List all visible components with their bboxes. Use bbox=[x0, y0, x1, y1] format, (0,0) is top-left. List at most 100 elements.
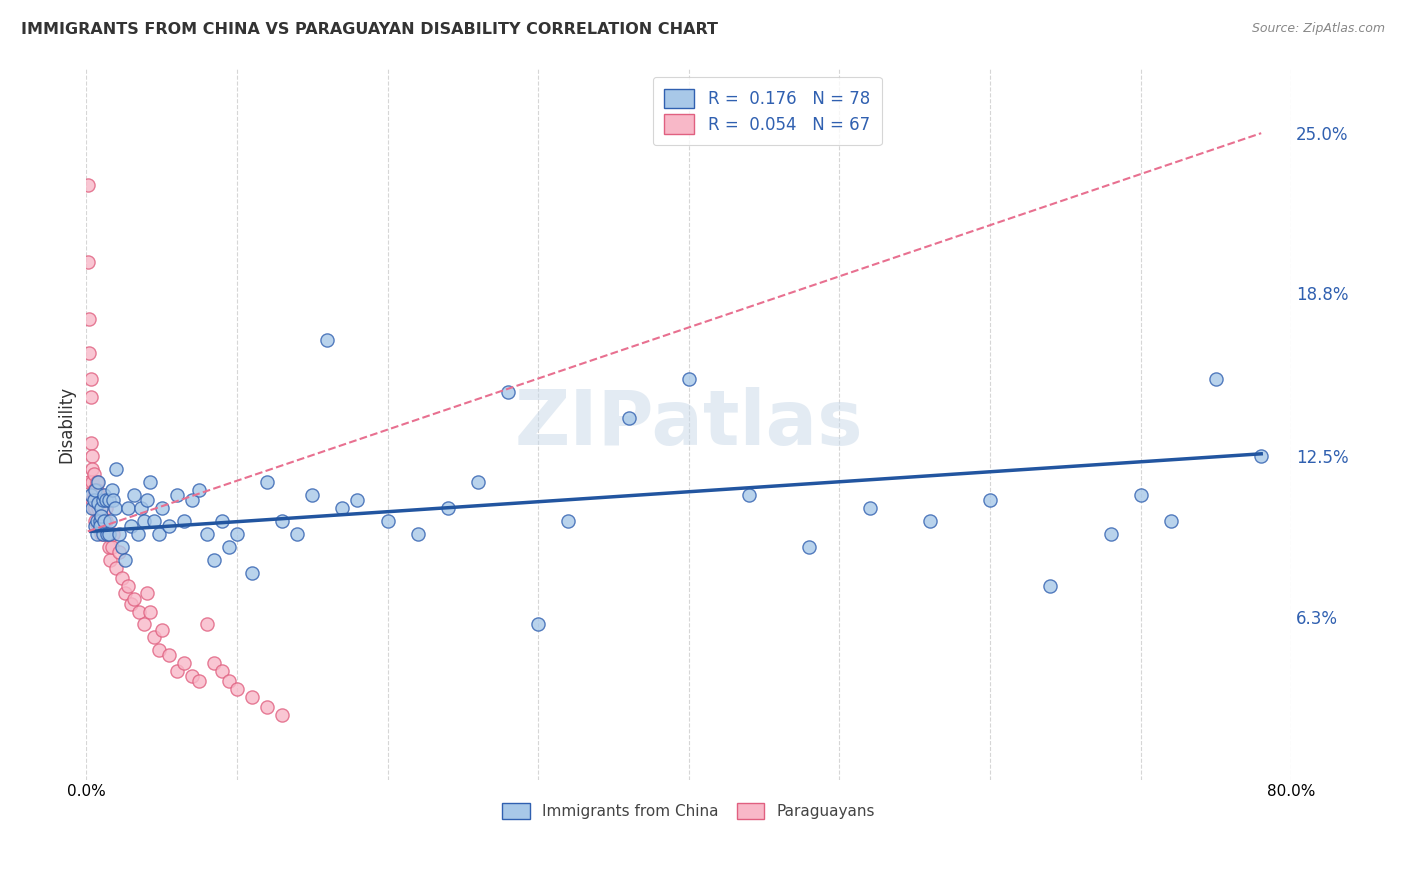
Point bbox=[166, 664, 188, 678]
Point bbox=[83, 501, 105, 516]
Point bbox=[84, 493, 107, 508]
Point bbox=[1160, 514, 1182, 528]
Point bbox=[83, 483, 105, 497]
Point bbox=[84, 519, 107, 533]
Point bbox=[173, 514, 195, 528]
Point bbox=[94, 501, 117, 516]
Point bbox=[93, 488, 115, 502]
Point bbox=[150, 501, 173, 516]
Point bbox=[166, 488, 188, 502]
Point bbox=[406, 527, 429, 541]
Point bbox=[87, 496, 110, 510]
Point bbox=[90, 508, 112, 523]
Point bbox=[87, 488, 110, 502]
Point bbox=[127, 527, 149, 541]
Point bbox=[240, 566, 263, 580]
Point bbox=[180, 493, 202, 508]
Point bbox=[90, 519, 112, 533]
Point bbox=[83, 467, 105, 482]
Point bbox=[557, 514, 579, 528]
Point bbox=[90, 527, 112, 541]
Point bbox=[87, 475, 110, 490]
Point bbox=[90, 508, 112, 523]
Point bbox=[271, 708, 294, 723]
Point bbox=[84, 483, 107, 497]
Point bbox=[195, 527, 218, 541]
Point bbox=[76, 255, 98, 269]
Point bbox=[79, 475, 101, 490]
Point bbox=[1205, 372, 1227, 386]
Point bbox=[82, 475, 104, 490]
Text: Source: ZipAtlas.com: Source: ZipAtlas.com bbox=[1251, 22, 1385, 36]
Point bbox=[100, 514, 122, 528]
Text: ZIPatlas: ZIPatlas bbox=[515, 387, 863, 461]
Point bbox=[211, 514, 233, 528]
Point bbox=[143, 631, 166, 645]
Legend: Immigrants from China, Paraguayans: Immigrants from China, Paraguayans bbox=[496, 797, 882, 825]
Point bbox=[301, 488, 323, 502]
Point bbox=[103, 493, 125, 508]
Point bbox=[211, 664, 233, 678]
Point bbox=[83, 488, 105, 502]
Point bbox=[96, 527, 118, 541]
Point bbox=[148, 643, 170, 657]
Point bbox=[377, 514, 399, 528]
Point bbox=[135, 493, 157, 508]
Point bbox=[90, 501, 112, 516]
Point bbox=[83, 493, 105, 508]
Point bbox=[97, 540, 120, 554]
Point bbox=[129, 501, 152, 516]
Point bbox=[256, 475, 278, 490]
Point bbox=[111, 540, 134, 554]
Point bbox=[180, 669, 202, 683]
Point bbox=[285, 527, 308, 541]
Point bbox=[527, 617, 550, 632]
Point bbox=[218, 674, 240, 689]
Point bbox=[1129, 488, 1152, 502]
Point bbox=[202, 657, 225, 671]
Point bbox=[316, 333, 339, 347]
Point bbox=[188, 483, 211, 497]
Point bbox=[188, 674, 211, 689]
Point bbox=[96, 527, 118, 541]
Point bbox=[93, 514, 115, 528]
Point bbox=[157, 648, 180, 663]
Point bbox=[143, 514, 166, 528]
Point bbox=[132, 617, 155, 632]
Point bbox=[80, 390, 103, 404]
Point bbox=[87, 501, 110, 516]
Point bbox=[94, 514, 117, 528]
Y-axis label: Disability: Disability bbox=[58, 385, 75, 463]
Point bbox=[114, 553, 136, 567]
Point bbox=[100, 553, 122, 567]
Point bbox=[89, 514, 111, 528]
Point bbox=[89, 514, 111, 528]
Point bbox=[121, 519, 143, 533]
Point bbox=[114, 586, 136, 600]
Point bbox=[195, 617, 218, 632]
Point bbox=[91, 493, 114, 508]
Point bbox=[105, 560, 128, 574]
Point bbox=[858, 501, 880, 516]
Point bbox=[80, 372, 103, 386]
Point bbox=[80, 488, 103, 502]
Point bbox=[91, 527, 114, 541]
Point bbox=[121, 597, 143, 611]
Point bbox=[86, 514, 108, 528]
Point bbox=[218, 540, 240, 554]
Point bbox=[1250, 450, 1272, 464]
Point bbox=[799, 540, 821, 554]
Point bbox=[76, 178, 98, 192]
Point bbox=[91, 493, 114, 508]
Point bbox=[226, 682, 249, 697]
Point bbox=[128, 605, 150, 619]
Point bbox=[94, 493, 117, 508]
Point bbox=[436, 501, 458, 516]
Point bbox=[1039, 579, 1062, 593]
Point bbox=[617, 410, 640, 425]
Point bbox=[332, 501, 354, 516]
Point bbox=[84, 514, 107, 528]
Point bbox=[117, 579, 139, 593]
Point bbox=[496, 384, 519, 399]
Text: IMMIGRANTS FROM CHINA VS PARAGUAYAN DISABILITY CORRELATION CHART: IMMIGRANTS FROM CHINA VS PARAGUAYAN DISA… bbox=[21, 22, 718, 37]
